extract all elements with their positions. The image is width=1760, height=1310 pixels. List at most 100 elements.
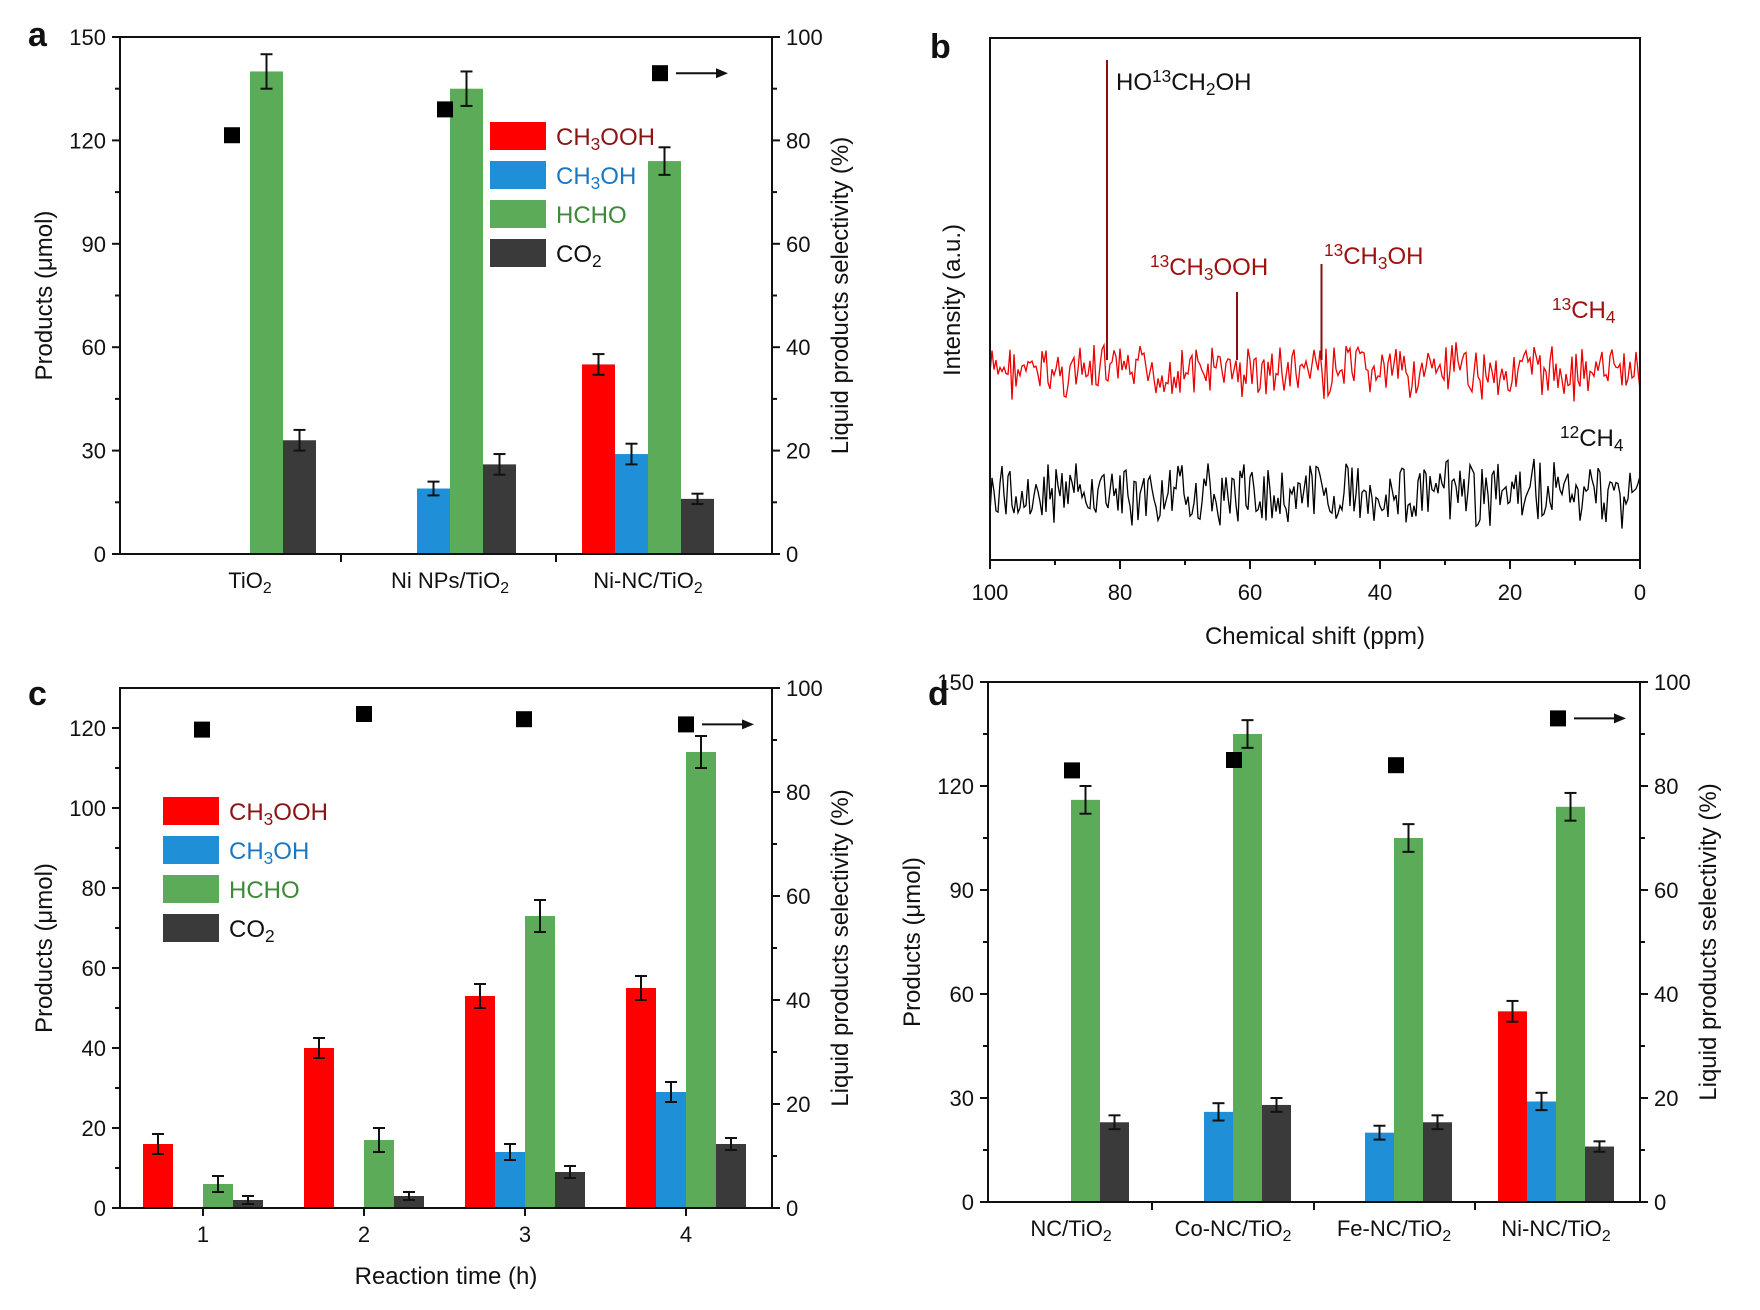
x-tick-label: Ni-NC/TiO2 xyxy=(593,568,702,597)
bar-CH3OH-1 xyxy=(1204,1111,1233,1202)
x-tick-label: 0 xyxy=(1634,580,1646,605)
selectivity-marker-1 xyxy=(1226,752,1242,768)
text-part: 3 xyxy=(1204,264,1214,284)
y2-tick-label: 60 xyxy=(1654,878,1678,903)
selectivity-marker-1 xyxy=(356,706,372,722)
y2-tick-label: 40 xyxy=(786,988,810,1013)
y-tick-label: 30 xyxy=(950,1086,974,1111)
text-part: CH xyxy=(1171,69,1206,96)
bar-CO2-1 xyxy=(483,464,516,554)
arrow-head-icon xyxy=(716,68,728,79)
text-part: OOH xyxy=(273,799,328,826)
selectivity-marker-0 xyxy=(1064,762,1080,779)
x-tick-label: 100 xyxy=(972,580,1009,605)
text-part: CO xyxy=(556,241,592,268)
text-part: 3 xyxy=(1378,253,1388,273)
bar-CO2-0 xyxy=(1100,1122,1129,1202)
text-part: CH xyxy=(229,799,264,826)
legend-swatch-CO2 xyxy=(163,914,219,942)
legend-label-CH3OH: CH3OH xyxy=(229,838,309,868)
text-part: HO xyxy=(1116,69,1152,96)
legend-swatch-CH3OOH xyxy=(490,122,546,150)
x-axis-label: Chemical shift (ppm) xyxy=(1205,623,1425,650)
x-axis-label: Reaction time (h) xyxy=(355,1263,538,1290)
y2-tick-label: 100 xyxy=(786,676,823,701)
legend-label-CH3OH: CH3OH xyxy=(556,163,636,193)
y2-tick-label: 80 xyxy=(786,128,810,153)
text-part: 13 xyxy=(1324,240,1343,260)
y-axis-label: Products (μmol) xyxy=(31,211,58,381)
bar-CH3OOH-3 xyxy=(626,988,656,1208)
bar-HCHO-2 xyxy=(648,161,681,554)
y2-axis-label: Liquid products selectivity (%) xyxy=(1695,783,1722,1100)
text-part: OH xyxy=(1388,243,1424,270)
bar-CH3OH-2 xyxy=(1365,1132,1394,1202)
legend-swatch-HCHO xyxy=(163,875,219,903)
text-part: OH xyxy=(1216,69,1252,96)
panel-label-b: b xyxy=(930,28,951,66)
peak-label-ch3ooh: 13CH3OOH xyxy=(1150,251,1268,284)
text-part: Ni-NC/TiO xyxy=(1501,1216,1602,1241)
x-tick-label: 2 xyxy=(358,1222,370,1247)
y-tick-label: 120 xyxy=(937,774,974,799)
x-tick-label: 3 xyxy=(519,1222,531,1247)
spectrum-13CH4 xyxy=(989,342,1641,402)
y-tick-label: 100 xyxy=(69,796,106,821)
bar-HCHO-2 xyxy=(525,916,555,1208)
bar-CO2-2 xyxy=(1423,1122,1452,1202)
bar-CO2-1 xyxy=(1262,1104,1291,1202)
bar-CH3OH-2 xyxy=(495,1152,525,1208)
spectrum-12CH4 xyxy=(989,458,1641,529)
text-part: 2 xyxy=(500,580,509,597)
text-part: CH xyxy=(556,124,591,151)
text-part: 4 xyxy=(1606,307,1616,327)
y2-tick-label: 60 xyxy=(786,232,810,257)
bar-CO2-3 xyxy=(1585,1146,1614,1202)
bar-CO2-2 xyxy=(681,498,714,554)
y-tick-label: 150 xyxy=(69,25,106,50)
bar-HCHO-3 xyxy=(686,752,716,1208)
bar-CH3OH-3 xyxy=(656,1092,686,1208)
panel-label-a: a xyxy=(28,16,48,54)
bar-CO2-1 xyxy=(394,1196,424,1208)
text-part: CH xyxy=(1571,297,1606,324)
y2-tick-label: 0 xyxy=(1654,1190,1666,1215)
y2-tick-label: 0 xyxy=(786,542,798,567)
text-part: CH xyxy=(1169,254,1204,281)
y-tick-label: 0 xyxy=(94,1196,106,1221)
legend-label-HCHO: HCHO xyxy=(556,202,627,229)
text-part: CH xyxy=(1343,243,1378,270)
bar-HCHO-1 xyxy=(1233,734,1262,1202)
arrow-head-icon xyxy=(1614,713,1626,724)
text-part: 2 xyxy=(1442,1228,1451,1245)
text-part: Ni-NC/TiO xyxy=(593,568,694,593)
x-tick-label: 80 xyxy=(1108,580,1132,605)
text-part: HCHO xyxy=(556,202,627,229)
y2-tick-label: 0 xyxy=(786,1196,798,1221)
text-part: CH xyxy=(556,163,591,190)
y-tick-label: 20 xyxy=(82,1116,106,1141)
text-part: Ni NPs/TiO xyxy=(391,568,500,593)
x-tick-label: NC/TiO2 xyxy=(1030,1216,1111,1245)
bar-CH3OH-3 xyxy=(1527,1101,1556,1202)
panel-label-d: d xyxy=(928,675,949,713)
selectivity-marker-0 xyxy=(194,721,210,738)
text-part: 2 xyxy=(1602,1228,1611,1245)
bar-CH3OH-1 xyxy=(417,488,450,554)
y2-tick-label: 40 xyxy=(1654,982,1678,1007)
text-part: 2 xyxy=(1103,1228,1112,1245)
arrow-head-icon xyxy=(742,719,754,730)
legend-label-CO2: CO2 xyxy=(556,241,602,271)
legend-swatch-CH3OOH xyxy=(163,797,219,825)
y2-tick-label: 100 xyxy=(1654,670,1691,695)
y2-tick-label: 20 xyxy=(786,439,810,464)
bar-CH3OH-2 xyxy=(615,454,648,554)
text-part: Fe-NC/TiO xyxy=(1337,1216,1443,1241)
bar-HCHO-0 xyxy=(1071,799,1100,1202)
selectivity-marker-1 xyxy=(437,101,453,118)
bar-CH3OOH-2 xyxy=(465,996,495,1208)
